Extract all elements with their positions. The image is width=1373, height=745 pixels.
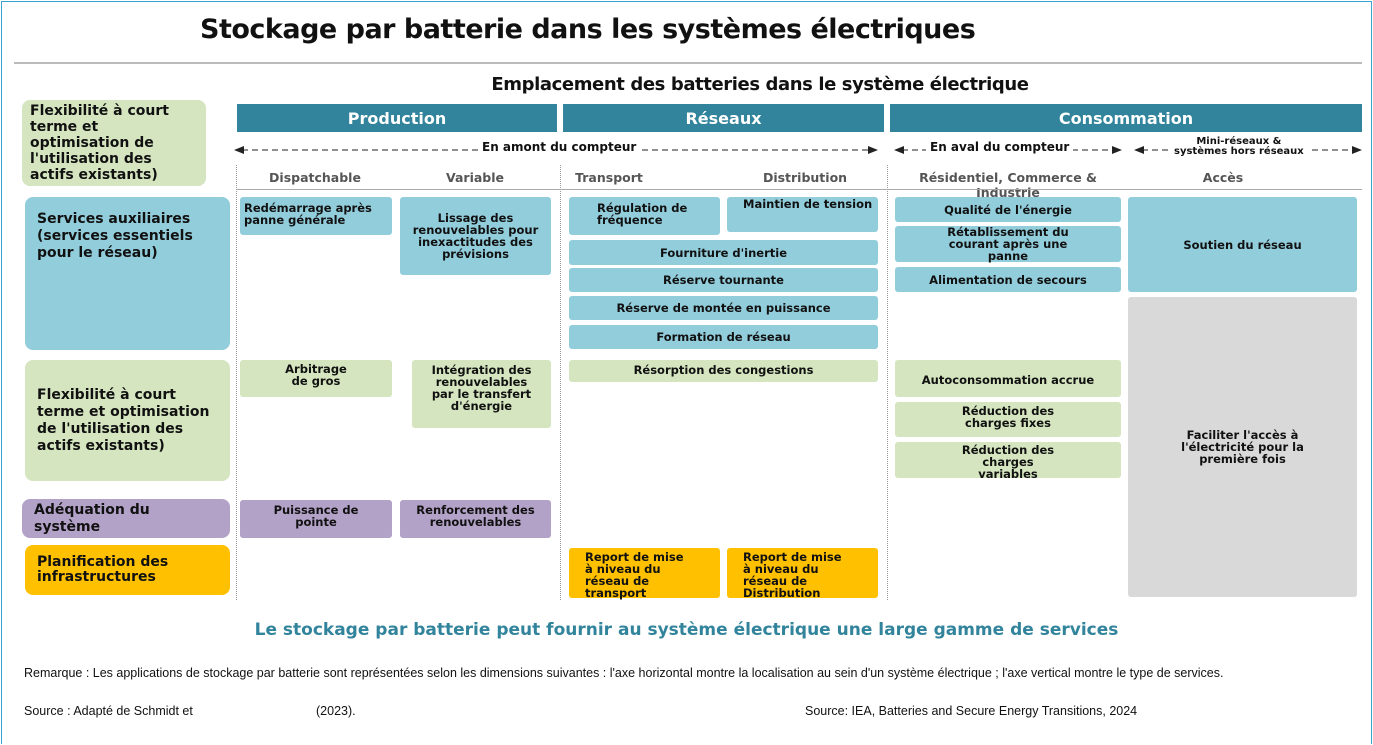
title: Stockage par batterie dans les systèmes … (200, 14, 976, 45)
cell: Fourniture d'inertie (569, 240, 878, 265)
subheader: Dispatchable (269, 170, 361, 185)
cell: Qualité de l'énergie (895, 197, 1121, 222)
meter-label: Mini-réseaux & systèmes hors réseaux (1170, 137, 1308, 157)
arrow-heads (234, 146, 1362, 154)
row-label: Adéquation du système (22, 499, 230, 538)
subtitle: Emplacement des batteries dans le systèm… (491, 74, 1029, 95)
subheader: Distribution (762, 170, 848, 185)
subheader-rule (237, 189, 1362, 190)
cell: Redémarrage après panne générale (240, 197, 392, 235)
subheader: Transport (575, 170, 643, 185)
cell: Réserve tournante (569, 268, 878, 292)
separator (236, 165, 237, 600)
note: Remarque : Les applications de stockage … (24, 666, 1224, 680)
cell: Réduction des charges fixes (895, 402, 1121, 437)
cell: Réserve de montée en puissance (569, 296, 878, 320)
cell: Report de mise à niveau du réseau de Dis… (727, 548, 878, 599)
cell: Report de mise à niveau du réseau de tra… (569, 548, 720, 599)
cell: Régulation de fréquence (569, 197, 720, 235)
row-label: Services auxiliaires (services essentiel… (25, 197, 230, 350)
cell: Formation de réseau (569, 325, 878, 349)
source: Source: IEA, Batteries and Secure Energy… (805, 704, 1138, 718)
subheader: Variable (445, 170, 505, 185)
cell: Rétablissement du courant après une pann… (895, 226, 1121, 262)
cell: Autoconsommation accrue (895, 360, 1121, 397)
source: Source : Adapté de Schmidt et (24, 704, 193, 718)
cell: Puissance de pointe (240, 500, 392, 538)
meter-label: En amont du compteur (478, 140, 641, 154)
meter-label: En aval du compteur (926, 140, 1074, 154)
row-label: Planification des infrastructures (25, 545, 230, 595)
source-year: (2023). (316, 704, 356, 718)
separator (560, 165, 561, 600)
title-rule (14, 62, 1362, 64)
cell: Alimentation de secours (895, 267, 1121, 292)
cell: Arbitrage de gros (240, 360, 392, 397)
cell: Maintien de tension (727, 197, 878, 232)
cell: Réduction des charges variables (895, 442, 1121, 480)
subheader: Résidentiel, Commerce & Industrie (919, 170, 1097, 200)
row-label: Flexibilité à court terme et optimisatio… (25, 360, 230, 481)
cell: Soutien du réseau (1128, 197, 1357, 292)
cell: Résorption des congestions (569, 360, 878, 382)
spanning-cell: Faciliter l'accès à l'électricité pour l… (1128, 297, 1357, 597)
headline: Le stockage par batterie peut fournir au… (254, 620, 1119, 640)
subheader: Accès (1202, 170, 1244, 185)
column-header: Réseaux (563, 104, 884, 132)
column-header: Consommation (890, 104, 1362, 132)
separator (887, 165, 888, 600)
cell: Lissage des renouvelables pour inexactit… (400, 197, 551, 275)
column-header: Production (237, 104, 557, 132)
cell: Renforcement des renouvelables (400, 500, 551, 538)
corner-label: Flexibilité à court terme et optimisatio… (22, 100, 206, 186)
cell: Intégration des renouvelables par le tra… (412, 360, 551, 428)
